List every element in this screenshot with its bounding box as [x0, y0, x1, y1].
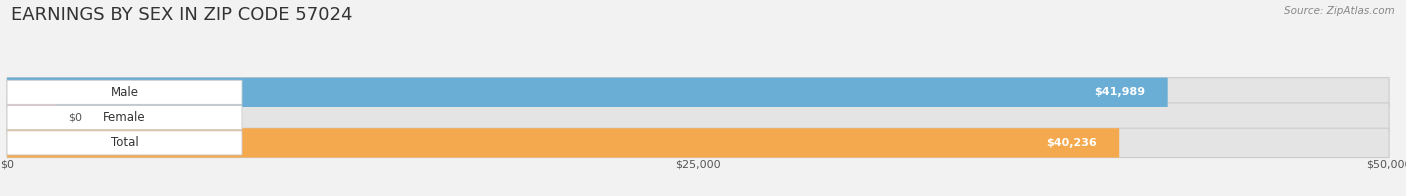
Text: $40,236: $40,236: [1046, 138, 1097, 148]
FancyBboxPatch shape: [7, 103, 1389, 132]
FancyBboxPatch shape: [7, 103, 56, 132]
FancyBboxPatch shape: [7, 78, 1168, 107]
Text: EARNINGS BY SEX IN ZIP CODE 57024: EARNINGS BY SEX IN ZIP CODE 57024: [11, 6, 353, 24]
FancyBboxPatch shape: [7, 128, 1119, 158]
FancyBboxPatch shape: [7, 78, 1389, 107]
FancyBboxPatch shape: [7, 106, 242, 130]
Text: Male: Male: [111, 86, 139, 99]
FancyBboxPatch shape: [7, 80, 242, 104]
Text: $41,989: $41,989: [1094, 87, 1146, 97]
Text: Source: ZipAtlas.com: Source: ZipAtlas.com: [1284, 6, 1395, 16]
Text: Total: Total: [111, 136, 138, 149]
FancyBboxPatch shape: [7, 131, 242, 155]
FancyBboxPatch shape: [7, 128, 1389, 158]
Text: Female: Female: [103, 111, 146, 124]
Text: $0: $0: [67, 113, 82, 123]
